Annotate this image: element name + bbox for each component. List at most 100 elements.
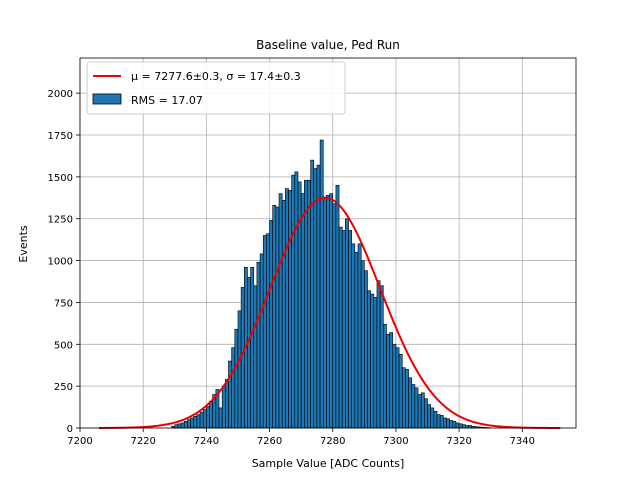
histogram-bar bbox=[228, 360, 232, 429]
histogram-bar bbox=[278, 193, 283, 429]
histogram-bar bbox=[262, 235, 267, 429]
histogram-bar bbox=[364, 270, 368, 429]
histogram-bar bbox=[392, 343, 397, 429]
x-tick-label: 7340 bbox=[510, 436, 535, 447]
y-tick-label: 1750 bbox=[48, 131, 73, 142]
histogram-bar bbox=[310, 159, 315, 429]
x-tick-label: 7260 bbox=[257, 436, 282, 447]
histogram-bar bbox=[288, 189, 292, 429]
histogram-bar bbox=[193, 415, 198, 429]
x-tick-label: 7280 bbox=[320, 436, 345, 447]
histogram-bar bbox=[420, 392, 425, 429]
x-tick-label: 7200 bbox=[67, 436, 92, 447]
histogram-bar bbox=[373, 297, 378, 429]
histogram-bar bbox=[348, 230, 352, 429]
histogram-bar bbox=[291, 174, 296, 429]
histogram-bar bbox=[424, 398, 428, 429]
histogram-bar bbox=[335, 184, 340, 429]
histogram-bar bbox=[272, 205, 277, 429]
histogram-bar bbox=[386, 333, 390, 429]
histogram-bar bbox=[370, 293, 375, 429]
histogram-bar bbox=[180, 422, 185, 429]
histogram-bar bbox=[395, 347, 400, 429]
plot-frame bbox=[79, 57, 577, 429]
histogram-bar bbox=[332, 203, 337, 429]
histogram-bar bbox=[266, 233, 270, 429]
histogram-bar bbox=[259, 253, 264, 429]
histogram-bar bbox=[417, 394, 422, 429]
x-axis-ticks: 7200 7220 7240 7260 7280 7300 7320 7340 bbox=[67, 428, 535, 447]
y-axis-ticks: 0 250 500 750 1000 1250 1500 1750 2000 bbox=[48, 89, 80, 435]
histogram-bar bbox=[218, 407, 223, 429]
histogram-bar bbox=[461, 424, 466, 429]
histogram-bar bbox=[247, 277, 251, 429]
histogram-bar bbox=[304, 179, 308, 429]
histogram-bar bbox=[446, 418, 450, 429]
y-axis-label: Events bbox=[17, 225, 30, 263]
histogram-bar bbox=[427, 404, 431, 429]
histogram-bar bbox=[269, 220, 274, 429]
gaussian-fit-curve bbox=[98, 196, 561, 429]
histogram-bar bbox=[300, 193, 305, 429]
histogram-bar bbox=[357, 243, 362, 429]
histogram-bar bbox=[436, 414, 441, 429]
histogram-bars bbox=[171, 139, 492, 429]
histogram-bar bbox=[253, 285, 258, 429]
histogram-bar bbox=[237, 310, 242, 429]
y-tick-label: 2000 bbox=[48, 89, 73, 100]
histogram-bar bbox=[196, 414, 201, 429]
histogram-bar bbox=[294, 171, 299, 429]
histogram-bar bbox=[338, 226, 343, 429]
histogram-bar bbox=[452, 421, 457, 429]
histogram-bar bbox=[183, 421, 188, 429]
x-tick-label: 7300 bbox=[383, 436, 408, 447]
histogram-bar bbox=[458, 423, 463, 429]
histogram-bar bbox=[221, 385, 226, 429]
legend-fit-label: μ = 7277.6±0.3, σ = 17.4±0.3 bbox=[131, 70, 301, 83]
histogram-bar bbox=[449, 420, 454, 429]
histogram-bar bbox=[177, 423, 182, 429]
histogram-bar bbox=[360, 260, 365, 429]
y-tick-label: 1500 bbox=[48, 173, 73, 184]
histogram-bar bbox=[202, 409, 207, 429]
histogram-bar bbox=[225, 379, 229, 429]
histogram-bar bbox=[408, 377, 413, 429]
histogram-bar bbox=[367, 290, 371, 429]
y-tick-label: 250 bbox=[54, 382, 73, 393]
histogram-bar bbox=[401, 367, 406, 429]
histogram-bar bbox=[199, 411, 204, 429]
histogram-bar bbox=[281, 200, 286, 429]
histogram-bar bbox=[313, 168, 318, 429]
y-tick-label: 0 bbox=[67, 424, 73, 435]
histogram-bar bbox=[316, 164, 321, 429]
legend: μ = 7277.6±0.3, σ = 17.4±0.3 RMS = 17.07 bbox=[86, 61, 346, 115]
histogram-bar bbox=[234, 328, 239, 429]
legend-histogram-label: RMS = 17.07 bbox=[131, 94, 203, 107]
histogram-bar bbox=[351, 243, 356, 429]
histogram-bar bbox=[285, 188, 289, 429]
histogram-bar bbox=[307, 179, 311, 429]
histogram-bar bbox=[430, 407, 435, 429]
histogram-bar bbox=[341, 230, 346, 429]
histogram-bar bbox=[322, 196, 327, 429]
x-tick-label: 7220 bbox=[130, 436, 155, 447]
histogram-bar bbox=[443, 417, 447, 429]
histogram-bar bbox=[275, 206, 280, 429]
histogram-bar bbox=[433, 410, 438, 429]
histogram-bar bbox=[250, 266, 255, 429]
histogram-bar bbox=[376, 280, 381, 429]
histogram-bar bbox=[439, 415, 444, 429]
y-tick-label: 1000 bbox=[48, 257, 73, 268]
histogram-bar bbox=[187, 419, 191, 429]
histogram-bar bbox=[455, 422, 460, 429]
y-tick-label: 1250 bbox=[48, 215, 73, 226]
histogram-bar bbox=[411, 384, 416, 429]
histogram-bar bbox=[389, 332, 394, 429]
histogram-bar bbox=[345, 218, 349, 429]
histogram-bar bbox=[414, 387, 419, 429]
chart-title: Baseline value, Ped Run bbox=[256, 38, 400, 52]
histogram-bar bbox=[398, 354, 403, 429]
histogram-bar bbox=[354, 251, 359, 429]
legend-box bbox=[86, 61, 346, 115]
